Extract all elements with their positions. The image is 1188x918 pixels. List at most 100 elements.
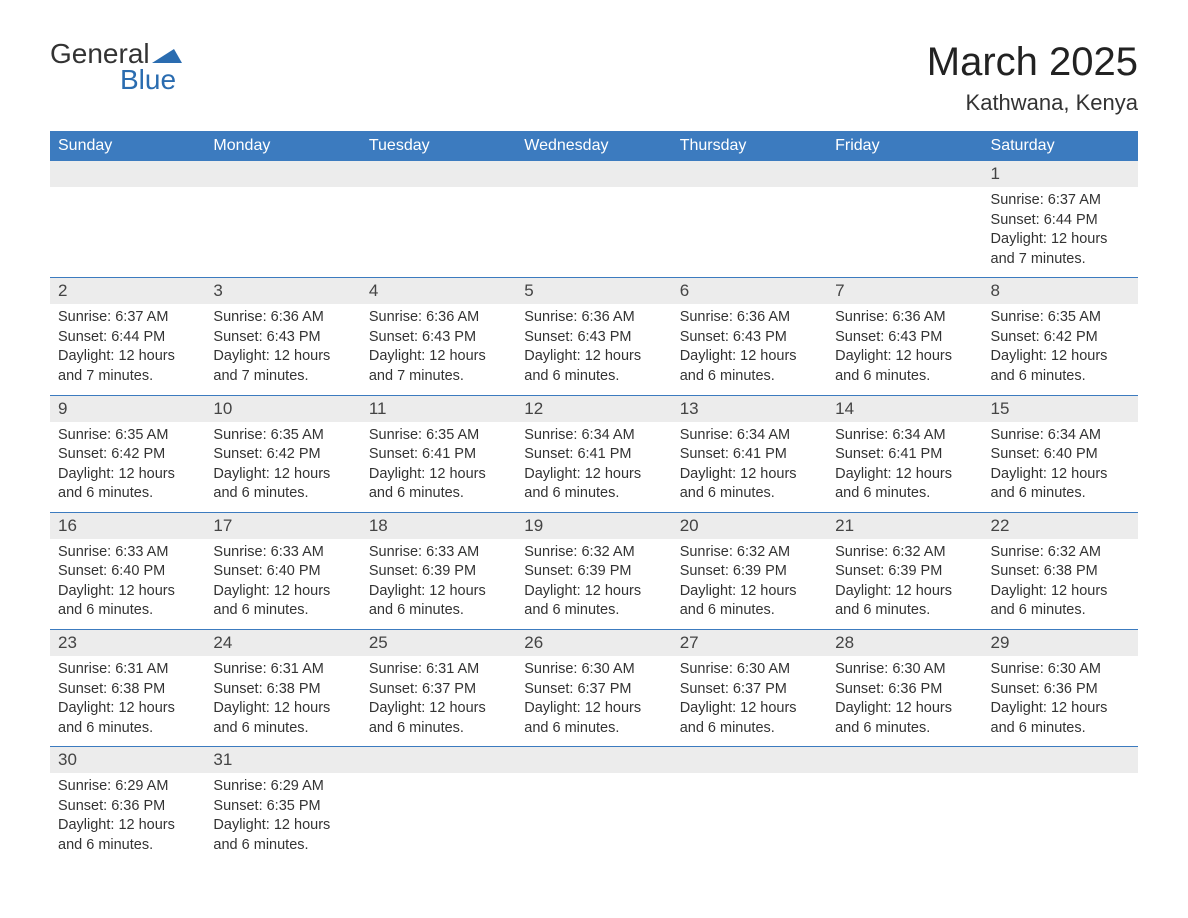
day-content-cell: Sunrise: 6:35 AMSunset: 6:42 PMDaylight:… — [983, 304, 1138, 394]
sunrise-text: Sunrise: 6:31 AM — [213, 660, 352, 680]
day-content-cell — [516, 187, 671, 277]
day-number: 27 — [672, 629, 827, 656]
day-number: 6 — [672, 277, 827, 304]
day-content-cell: Sunrise: 6:29 AMSunset: 6:36 PMDaylight:… — [50, 773, 205, 863]
day-content-cell: Sunrise: 6:36 AMSunset: 6:43 PMDaylight:… — [672, 304, 827, 394]
day-content-cell: Sunrise: 6:32 AMSunset: 6:39 PMDaylight:… — [672, 539, 827, 629]
daylight-text: Daylight: 12 hours and 6 minutes. — [58, 699, 197, 738]
sunset-text: Sunset: 6:37 PM — [680, 680, 819, 700]
day-content: Sunrise: 6:34 AMSunset: 6:40 PMDaylight:… — [983, 422, 1138, 512]
day-number: 30 — [50, 746, 205, 773]
day-cell: 13 — [672, 395, 827, 422]
day-content-cell — [516, 773, 671, 863]
sunset-text: Sunset: 6:43 PM — [213, 328, 352, 348]
day-cell: 8 — [983, 277, 1138, 304]
weekday-header: Sunday — [50, 131, 205, 161]
day-number: 24 — [205, 629, 360, 656]
sunset-text: Sunset: 6:40 PM — [213, 562, 352, 582]
day-number: 5 — [516, 277, 671, 304]
day-content: Sunrise: 6:31 AMSunset: 6:38 PMDaylight:… — [50, 656, 205, 746]
day-content — [827, 187, 982, 199]
sunset-text: Sunset: 6:43 PM — [835, 328, 974, 348]
daylight-text: Daylight: 12 hours and 6 minutes. — [369, 465, 508, 504]
week-number-row: 16171819202122 — [50, 512, 1138, 539]
sunrise-text: Sunrise: 6:36 AM — [213, 308, 352, 328]
day-cell: 12 — [516, 395, 671, 422]
day-content: Sunrise: 6:32 AMSunset: 6:39 PMDaylight:… — [827, 539, 982, 629]
header: General Blue March 2025 Kathwana, Kenya — [50, 40, 1138, 116]
sunrise-text: Sunrise: 6:34 AM — [524, 426, 663, 446]
day-number: 31 — [205, 746, 360, 773]
day-number — [827, 161, 982, 187]
sunset-text: Sunset: 6:42 PM — [213, 445, 352, 465]
day-content-cell: Sunrise: 6:35 AMSunset: 6:42 PMDaylight:… — [205, 422, 360, 512]
day-cell — [361, 746, 516, 773]
day-content: Sunrise: 6:31 AMSunset: 6:38 PMDaylight:… — [205, 656, 360, 746]
daylight-text: Daylight: 12 hours and 6 minutes. — [991, 347, 1130, 386]
day-cell — [516, 746, 671, 773]
day-number: 12 — [516, 395, 671, 422]
day-content: Sunrise: 6:30 AMSunset: 6:36 PMDaylight:… — [827, 656, 982, 746]
day-content-cell: Sunrise: 6:34 AMSunset: 6:40 PMDaylight:… — [983, 422, 1138, 512]
weekday-header: Saturday — [983, 131, 1138, 161]
daylight-text: Daylight: 12 hours and 6 minutes. — [835, 699, 974, 738]
day-number: 21 — [827, 512, 982, 539]
day-cell: 24 — [205, 629, 360, 656]
day-content: Sunrise: 6:32 AMSunset: 6:38 PMDaylight:… — [983, 539, 1138, 629]
daylight-text: Daylight: 12 hours and 6 minutes. — [680, 465, 819, 504]
day-content-cell: Sunrise: 6:32 AMSunset: 6:39 PMDaylight:… — [827, 539, 982, 629]
day-content: Sunrise: 6:34 AMSunset: 6:41 PMDaylight:… — [672, 422, 827, 512]
daylight-text: Daylight: 12 hours and 6 minutes. — [680, 699, 819, 738]
day-content: Sunrise: 6:35 AMSunset: 6:42 PMDaylight:… — [983, 304, 1138, 394]
sunrise-text: Sunrise: 6:31 AM — [369, 660, 508, 680]
day-cell: 11 — [361, 395, 516, 422]
daylight-text: Daylight: 12 hours and 6 minutes. — [991, 582, 1130, 621]
day-content — [672, 773, 827, 785]
day-cell: 15 — [983, 395, 1138, 422]
day-content: Sunrise: 6:35 AMSunset: 6:41 PMDaylight:… — [361, 422, 516, 512]
sunset-text: Sunset: 6:38 PM — [991, 562, 1130, 582]
day-number: 15 — [983, 395, 1138, 422]
day-number: 9 — [50, 395, 205, 422]
day-cell: 22 — [983, 512, 1138, 539]
week-number-row: 2345678 — [50, 277, 1138, 304]
sunrise-text: Sunrise: 6:29 AM — [213, 777, 352, 797]
day-cell: 9 — [50, 395, 205, 422]
day-content: Sunrise: 6:33 AMSunset: 6:40 PMDaylight:… — [50, 539, 205, 629]
day-content-cell: Sunrise: 6:29 AMSunset: 6:35 PMDaylight:… — [205, 773, 360, 863]
day-number: 25 — [361, 629, 516, 656]
day-number: 29 — [983, 629, 1138, 656]
day-content-cell: Sunrise: 6:33 AMSunset: 6:40 PMDaylight:… — [205, 539, 360, 629]
sunset-text: Sunset: 6:39 PM — [524, 562, 663, 582]
day-number: 4 — [361, 277, 516, 304]
calendar-body: 1Sunrise: 6:37 AMSunset: 6:44 PMDaylight… — [50, 161, 1138, 864]
day-cell: 7 — [827, 277, 982, 304]
day-content-cell: Sunrise: 6:31 AMSunset: 6:38 PMDaylight:… — [205, 656, 360, 746]
week-number-row: 1 — [50, 161, 1138, 187]
day-number: 18 — [361, 512, 516, 539]
sunset-text: Sunset: 6:42 PM — [991, 328, 1130, 348]
day-content — [361, 187, 516, 199]
day-number: 10 — [205, 395, 360, 422]
day-cell: 31 — [205, 746, 360, 773]
day-content: Sunrise: 6:33 AMSunset: 6:40 PMDaylight:… — [205, 539, 360, 629]
day-cell — [983, 746, 1138, 773]
sunset-text: Sunset: 6:38 PM — [58, 680, 197, 700]
day-cell: 27 — [672, 629, 827, 656]
day-content: Sunrise: 6:34 AMSunset: 6:41 PMDaylight:… — [516, 422, 671, 512]
day-content-cell — [827, 187, 982, 277]
sunrise-text: Sunrise: 6:35 AM — [58, 426, 197, 446]
sunset-text: Sunset: 6:39 PM — [835, 562, 974, 582]
day-cell: 5 — [516, 277, 671, 304]
sunset-text: Sunset: 6:44 PM — [991, 211, 1130, 231]
day-content-cell — [361, 773, 516, 863]
sunrise-text: Sunrise: 6:29 AM — [58, 777, 197, 797]
day-content: Sunrise: 6:35 AMSunset: 6:42 PMDaylight:… — [50, 422, 205, 512]
sunset-text: Sunset: 6:41 PM — [369, 445, 508, 465]
daylight-text: Daylight: 12 hours and 6 minutes. — [835, 582, 974, 621]
sunrise-text: Sunrise: 6:33 AM — [369, 543, 508, 563]
sunset-text: Sunset: 6:41 PM — [835, 445, 974, 465]
day-cell: 4 — [361, 277, 516, 304]
sunrise-text: Sunrise: 6:31 AM — [58, 660, 197, 680]
day-content-cell: Sunrise: 6:30 AMSunset: 6:37 PMDaylight:… — [672, 656, 827, 746]
